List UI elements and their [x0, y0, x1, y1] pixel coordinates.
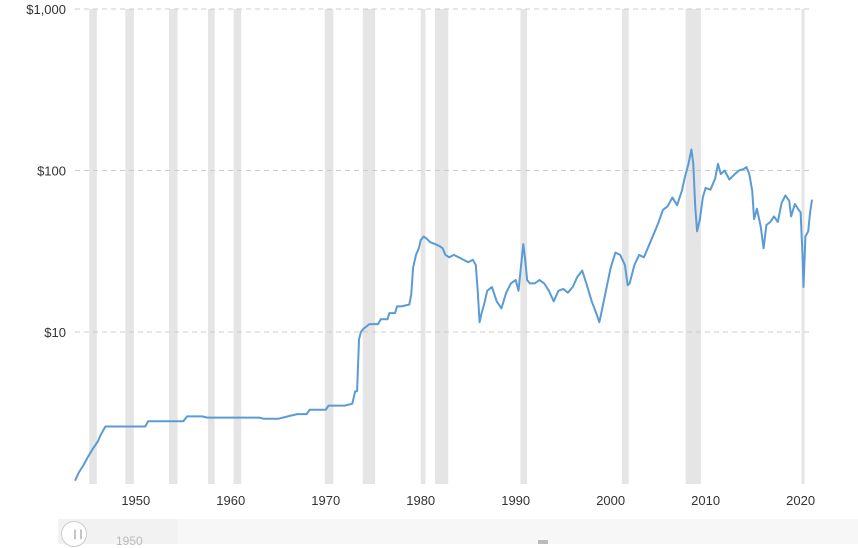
recession-band [685, 9, 701, 484]
x-tick-label: 1970 [311, 493, 340, 508]
x-tick-label: 1980 [406, 493, 435, 508]
series-lines [74, 148, 813, 482]
x-tick-label: 2020 [786, 493, 815, 508]
y-tick-label: $10 [44, 325, 66, 340]
recession-band [622, 9, 629, 484]
recession-band [169, 9, 178, 484]
recession-band [324, 9, 334, 484]
y-tick-label: $100 [37, 164, 66, 179]
recession-band [362, 9, 376, 484]
navigator-left-handle[interactable]: || [61, 521, 87, 547]
recession-band [420, 9, 426, 484]
x-tick-label: 1990 [501, 493, 530, 508]
recession-band [125, 9, 134, 484]
navigator-selected-range[interactable] [178, 519, 858, 544]
y-axis-ticks: $10 $100 $1,000 [26, 2, 66, 340]
x-tick-label: 1960 [216, 493, 245, 508]
navigator-scroll-marker[interactable] [538, 540, 548, 544]
x-axis-ticks: 1950 1960 1970 1980 1990 2000 2010 2020 [121, 493, 815, 508]
x-tick-label: 2010 [691, 493, 720, 508]
x-tick-label: 1950 [121, 493, 150, 508]
recession-bands [89, 9, 805, 484]
range-navigator[interactable] [58, 519, 858, 544]
x-tick-label: 2000 [596, 493, 625, 508]
grip-icon: || [72, 529, 85, 540]
y-tick-label: $1,000 [26, 2, 66, 17]
series-line [74, 148, 813, 482]
recession-band [233, 9, 242, 484]
recession-band [207, 9, 215, 484]
navigator-year-label: 1950 [116, 534, 143, 548]
price-history-chart: $10 $100 $1,000 1950 1960 1970 1980 1990 2000 20… [26, 2, 815, 508]
y-gridlines [75, 8, 812, 333]
recession-band [89, 9, 97, 484]
